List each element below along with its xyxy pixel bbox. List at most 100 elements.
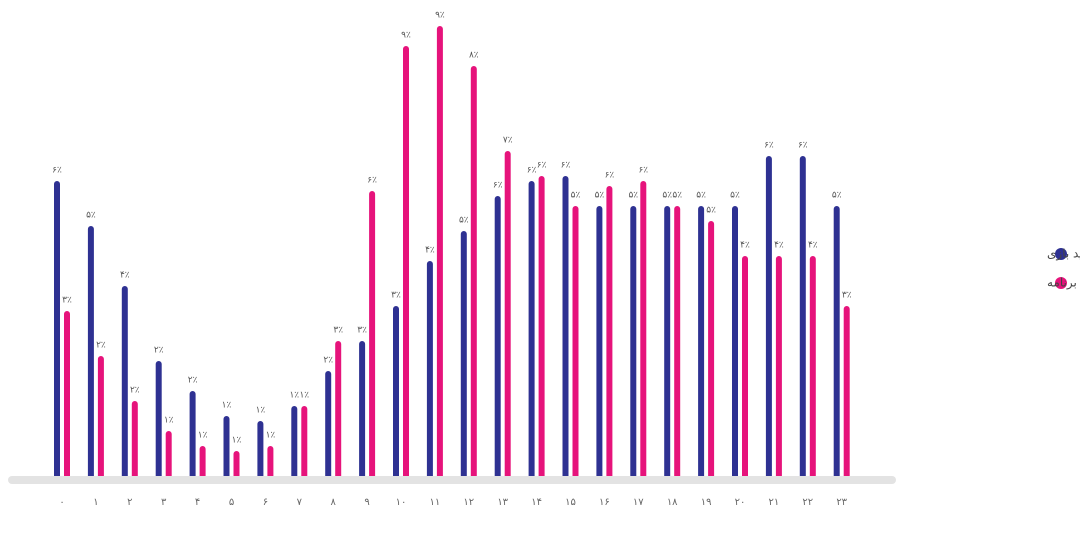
x-tick-label: ۲۳	[836, 497, 847, 508]
bar	[833, 206, 840, 477]
bar	[809, 256, 816, 476]
x-tick-label: ۵	[229, 497, 234, 508]
legend-swatch	[1055, 277, 1067, 289]
bar	[165, 431, 172, 476]
value-label: ۵٪	[459, 216, 469, 226]
value-label: ۵٪	[832, 191, 842, 201]
bar	[233, 451, 240, 476]
bar	[606, 186, 613, 476]
bar	[732, 206, 738, 476]
value-label: ۶٪	[638, 166, 648, 176]
x-tick-label: ۲۰	[735, 497, 746, 508]
value-label: ۳٪	[391, 291, 401, 301]
value-label: ۱٪	[289, 391, 299, 401]
value-label: ۵٪	[696, 191, 706, 201]
bar	[504, 151, 511, 476]
x-tick-label: ۱۳	[497, 497, 508, 508]
legend-label: خرید برنامه	[1047, 276, 1080, 291]
value-label: ۶٪	[561, 161, 571, 171]
value-label: ۴٪	[774, 241, 784, 251]
x-tick-label: ۱۱	[430, 497, 441, 508]
bar	[538, 176, 545, 476]
value-label: ۳٪	[62, 296, 72, 306]
bar	[199, 446, 206, 476]
bar	[369, 191, 376, 477]
x-tick-label: ۷	[297, 497, 303, 508]
bar	[325, 371, 332, 476]
bar	[393, 306, 399, 476]
value-label: ۵٪	[571, 191, 581, 201]
value-label: ۱٪	[256, 406, 266, 416]
bar	[765, 156, 772, 476]
x-tick-label: ۶	[263, 497, 268, 508]
bar	[359, 341, 366, 476]
bar	[335, 341, 342, 476]
bar	[799, 156, 806, 476]
x-tick-label: ۸	[331, 497, 337, 508]
bar	[698, 206, 705, 477]
value-label: ۴٪	[740, 241, 750, 251]
bar	[470, 66, 477, 476]
value-label: ۵٪	[628, 191, 638, 201]
x-tick-label: ۱	[93, 497, 98, 508]
legend-label: خرید بازی	[1047, 247, 1080, 262]
bar	[775, 256, 782, 476]
bar	[708, 221, 715, 476]
value-label: ۳٪	[357, 326, 367, 336]
bar	[742, 256, 748, 476]
value-label: ۵٪	[730, 191, 740, 201]
bar	[596, 206, 603, 477]
value-label: ۴٪	[120, 271, 130, 281]
value-label: ۸٪	[469, 51, 479, 61]
value-label: ۲٪	[188, 376, 198, 386]
value-label: ۴٪	[425, 246, 435, 256]
x-tick-label: ۱۹	[701, 497, 712, 508]
x-tick-label: ۱۴	[531, 497, 542, 508]
value-label: ۲٪	[130, 386, 140, 396]
baseline	[8, 476, 896, 484]
value-label: ۶٪	[764, 141, 774, 151]
value-label: ۵٪	[672, 191, 682, 201]
bar	[630, 206, 637, 477]
bar	[664, 206, 671, 477]
legend-swatch	[1055, 248, 1067, 260]
bar	[131, 401, 138, 476]
value-label: ۱٪	[198, 431, 208, 441]
bar	[460, 231, 467, 476]
value-label: ۶٪	[798, 141, 808, 151]
value-label: ۶٪	[605, 171, 615, 181]
bar	[223, 416, 230, 476]
value-label: ۵٪	[595, 191, 605, 201]
value-label: ۶٪	[527, 166, 537, 176]
bar	[155, 361, 162, 476]
x-tick-label: ۲۲	[802, 497, 813, 508]
bar	[97, 356, 104, 476]
value-label: ۶٪	[52, 166, 62, 176]
value-label: ۷٪	[503, 136, 513, 146]
value-label: ۱٪	[222, 401, 232, 411]
x-tick-label: ۹	[364, 497, 369, 508]
bar	[562, 176, 569, 476]
value-label: ۹٪	[401, 31, 411, 41]
bar	[87, 226, 94, 476]
x-tick-label: ۰	[59, 497, 64, 508]
bar	[189, 391, 196, 476]
value-label: ۵٪	[86, 211, 96, 221]
bar	[494, 196, 501, 476]
bar	[121, 286, 128, 476]
value-label: ۲٪	[96, 341, 106, 351]
bar	[528, 181, 535, 476]
value-label: ۹٪	[435, 11, 445, 21]
value-label: ۱٪	[232, 436, 242, 446]
x-tick-label: ۱۶	[599, 497, 610, 508]
bar	[267, 446, 274, 476]
value-label: ۶٪	[367, 176, 377, 186]
bar	[301, 406, 308, 476]
x-tick-label: ۲۱	[769, 497, 780, 508]
bar	[291, 406, 298, 476]
bar	[54, 181, 60, 476]
bar	[572, 206, 579, 477]
x-tick-label: ۳	[161, 497, 167, 508]
value-label: ۱٪	[266, 431, 276, 441]
